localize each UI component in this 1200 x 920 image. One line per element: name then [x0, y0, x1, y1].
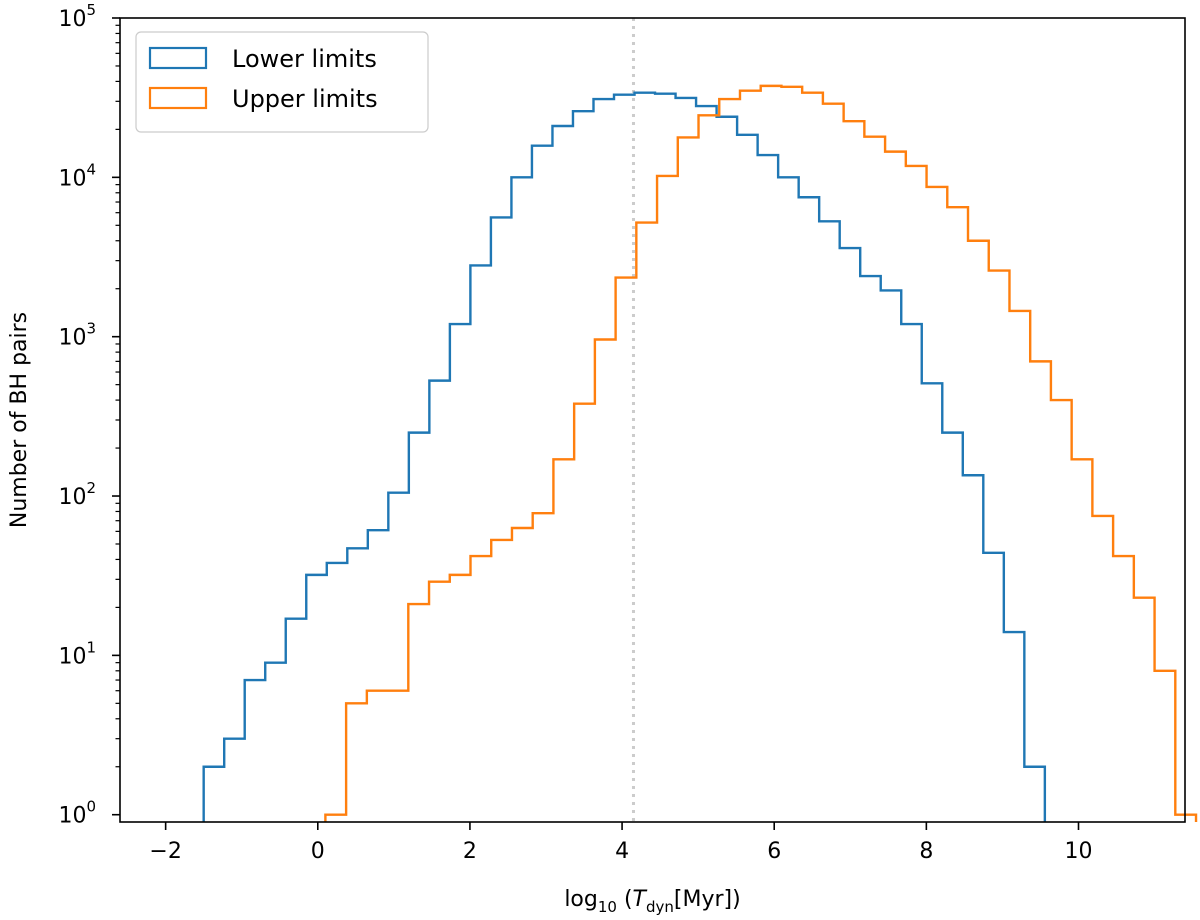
- y-tick-label: 103: [58, 320, 96, 351]
- histogram-bin-upper-limits: [699, 115, 720, 822]
- legend-box: [135, 31, 429, 133]
- histogram-bin-upper-limits: [325, 815, 346, 822]
- histogram-bin-upper-limits: [636, 223, 657, 822]
- plot-area: [202, 18, 1198, 822]
- histogram-bin-upper-limits: [989, 271, 1010, 822]
- histogram-bin-upper-limits: [367, 691, 388, 822]
- y-tick-label: 100: [58, 798, 96, 829]
- histogram-bin-upper-limits: [470, 556, 491, 822]
- legend-label-lower-limits: Lower limits: [232, 45, 377, 73]
- histogram-bin-upper-limits: [408, 604, 429, 822]
- y-tick-label: 102: [58, 479, 96, 510]
- legend-label-upper-limits: Upper limits: [232, 85, 378, 113]
- histogram-bin-upper-limits: [885, 152, 906, 822]
- histogram-bin-lower-limits: [224, 739, 245, 822]
- histogram-bin-upper-limits: [388, 691, 409, 822]
- histogram-bin-upper-limits: [927, 187, 948, 822]
- histogram-bin-upper-limits: [864, 137, 885, 822]
- histogram-bin-upper-limits: [491, 540, 512, 822]
- axes-frame: [119, 17, 1186, 823]
- histogram-bin-upper-limits: [346, 703, 367, 822]
- histogram-bin-upper-limits: [761, 86, 782, 822]
- histogram-bin-upper-limits: [429, 582, 450, 822]
- x-tick-label: 2: [463, 839, 477, 864]
- histogram-bin-upper-limits: [1092, 516, 1113, 822]
- histogram-step-upper-limits: [324, 84, 1198, 822]
- histogram-bin-lower-limits: [265, 663, 286, 822]
- histogram-step-lower-limits: [202, 91, 1047, 822]
- series-upper-limits: [324, 84, 1198, 822]
- legend-swatch-upper-limits: [148, 86, 208, 110]
- histogram-bin-upper-limits: [906, 166, 927, 822]
- x-tick-label: 0: [311, 839, 325, 864]
- histogram-bin-upper-limits: [574, 404, 595, 822]
- histogram-bin-upper-limits: [1009, 311, 1030, 822]
- histogram-bin-upper-limits: [802, 93, 823, 822]
- histogram-bin-upper-limits: [1030, 361, 1051, 822]
- x-tick-label: 10: [1065, 839, 1093, 864]
- histogram-bin-upper-limits: [450, 575, 471, 822]
- histogram-bin-lower-limits: [306, 575, 327, 822]
- histogram-bin-upper-limits: [1051, 400, 1072, 822]
- histogram-bin-upper-limits: [1134, 598, 1155, 822]
- x-axis-label: log10 (Tdyn[Myr]): [564, 887, 740, 916]
- legend-swatch-lower-limits: [148, 46, 208, 70]
- histogram-bin-upper-limits: [781, 87, 802, 822]
- x-tick-label: 8: [919, 839, 933, 864]
- histogram-bin-upper-limits: [844, 121, 865, 822]
- histogram-bin-upper-limits: [740, 91, 761, 822]
- histogram-bin-upper-limits: [595, 340, 616, 822]
- x-tick-label: 4: [615, 839, 629, 864]
- histogram-bin-upper-limits: [553, 459, 574, 822]
- histogram-bin-upper-limits: [1072, 459, 1093, 822]
- histogram-bin-upper-limits: [968, 241, 989, 822]
- histogram-bin-lower-limits: [204, 767, 225, 822]
- histogram-bin-upper-limits: [533, 513, 554, 822]
- histogram-bin-upper-limits: [719, 99, 740, 822]
- histogram-bin-upper-limits: [1155, 671, 1176, 822]
- legend: Lower limits Upper limits: [135, 31, 429, 133]
- histogram-bin-upper-limits: [947, 207, 968, 822]
- histogram-bin-upper-limits: [1113, 556, 1134, 822]
- y-tick-label: 101: [58, 638, 96, 669]
- y-tick-label: 104: [58, 160, 96, 191]
- y-axis-label: Number of BH pairs: [7, 312, 32, 528]
- histogram-bin-upper-limits: [657, 176, 678, 822]
- x-tick-label: −2: [149, 839, 181, 864]
- histogram-bin-upper-limits: [678, 137, 699, 822]
- histogram-bin-lower-limits: [245, 680, 266, 822]
- histogram-bin-lower-limits: [286, 619, 307, 822]
- x-axis: −2 0 2 4 6 8 10: [149, 822, 1093, 864]
- histogram-bin-upper-limits: [823, 104, 844, 822]
- histogram-bin-lower-limits: [327, 563, 348, 822]
- histogram-bin-upper-limits: [616, 278, 637, 822]
- series-lower-limits: [202, 91, 1047, 822]
- y-tick-label: 105: [58, 1, 96, 32]
- x-tick-label: 6: [767, 839, 781, 864]
- histogram-bin-upper-limits: [512, 528, 533, 822]
- y-axis: 100 101 102 103 104 105: [58, 1, 120, 829]
